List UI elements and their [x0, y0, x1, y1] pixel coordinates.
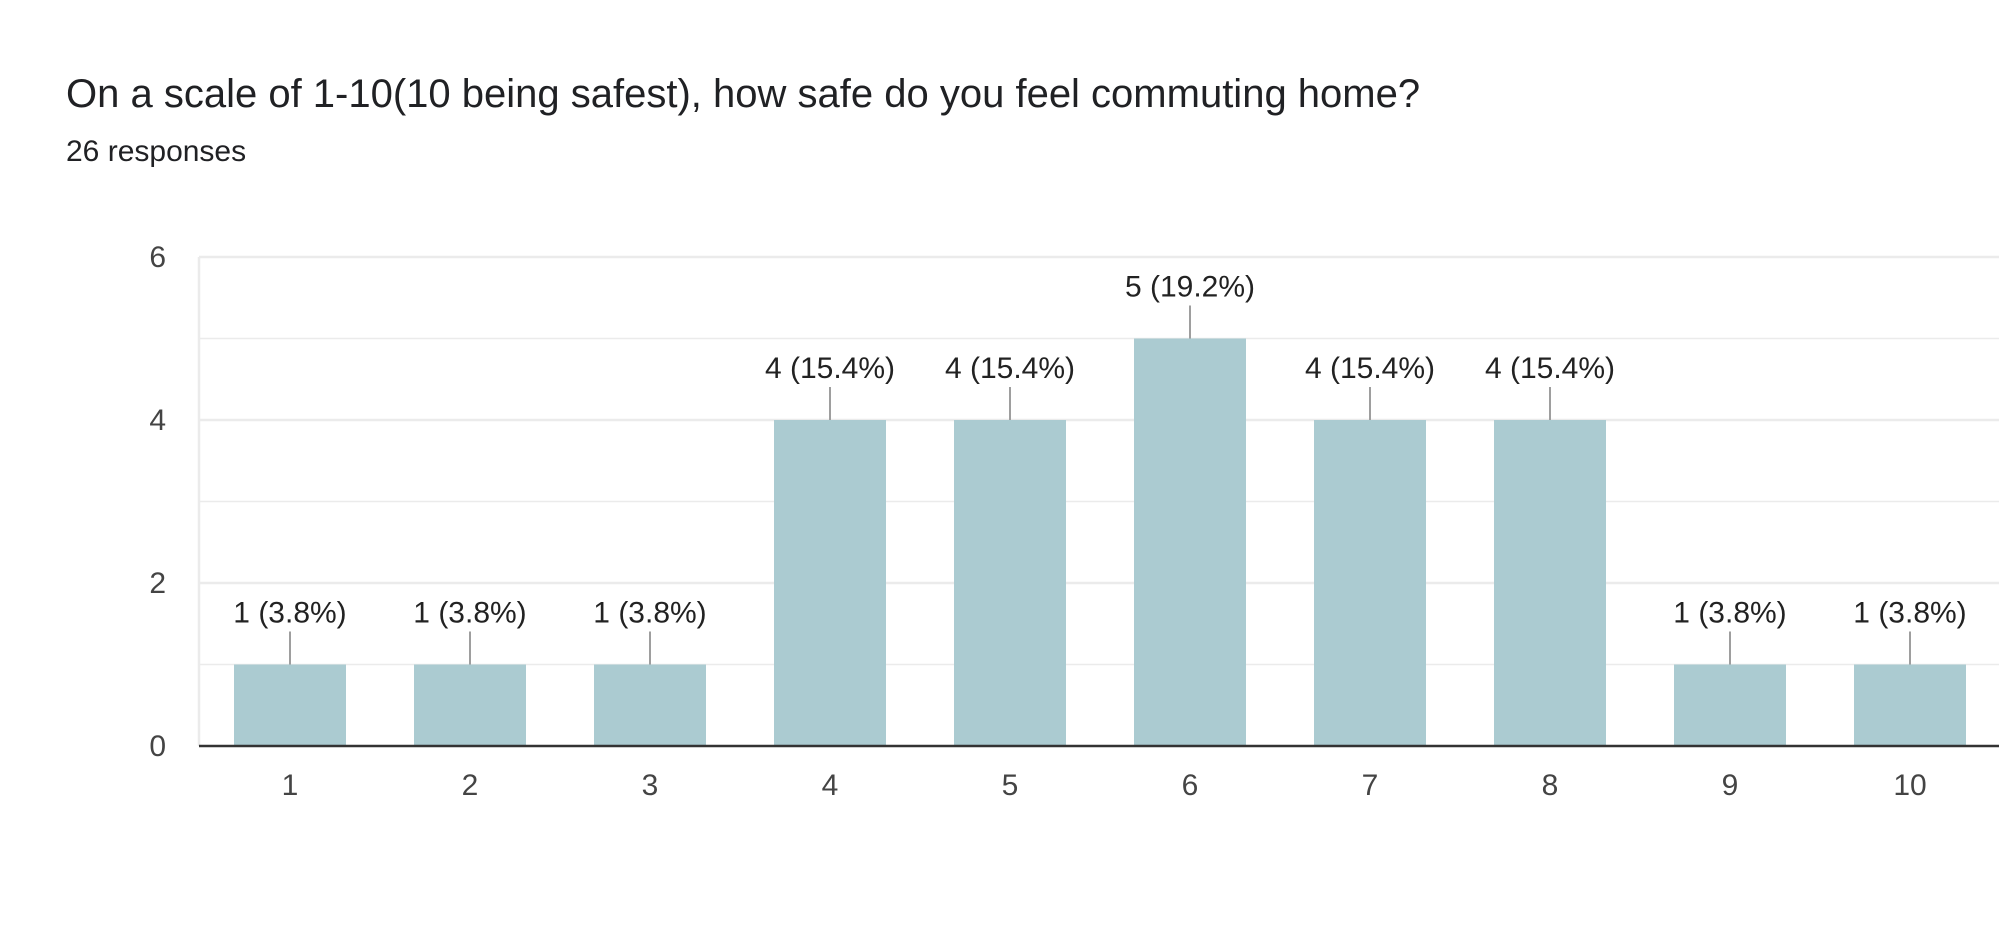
- bar-5: [954, 420, 1066, 746]
- data-labels: 1 (3.8%) 1 (3.8%) 1 (3.8%) 4 (15.4%) 4 (15.4…: [233, 271, 1966, 630]
- x-tick-label: 10: [1893, 769, 1926, 802]
- x-tick-label: 7: [1362, 769, 1379, 802]
- data-label-1: 1 (3.8%): [233, 597, 346, 630]
- data-label-3: 1 (3.8%): [593, 597, 706, 630]
- label-leaders: [289, 305, 1911, 665]
- y-axis-ticks: 0 2 4 6: [149, 241, 166, 763]
- response-count: 26 responses: [66, 135, 247, 168]
- data-label-8: 4 (15.4%): [1485, 352, 1615, 385]
- bar-9: [1674, 664, 1786, 746]
- x-tick-label: 6: [1182, 769, 1199, 802]
- bar-10: [1854, 664, 1966, 746]
- question-title: On a scale of 1-10(10 being safest), how…: [66, 72, 1421, 116]
- x-tick-label: 8: [1542, 769, 1559, 802]
- x-tick-label: 2: [462, 769, 479, 802]
- bar-8: [1494, 420, 1606, 746]
- y-tick-label: 6: [149, 241, 166, 274]
- y-tick-label: 2: [149, 567, 166, 600]
- data-label-7: 4 (15.4%): [1305, 352, 1435, 385]
- x-axis-ticks: 1 2 3 4 5 6 7 8 9 10: [282, 769, 1927, 802]
- bar-3: [594, 664, 706, 746]
- data-label-6: 5 (19.2%): [1125, 271, 1255, 304]
- bar-4: [774, 420, 886, 746]
- bar-2: [414, 664, 526, 746]
- data-label-2: 1 (3.8%): [413, 597, 526, 630]
- x-tick-label: 5: [1002, 769, 1019, 802]
- data-label-4: 4 (15.4%): [765, 352, 895, 385]
- y-tick-label: 0: [149, 730, 166, 763]
- x-tick-label: 4: [822, 769, 839, 802]
- x-tick-label: 9: [1722, 769, 1739, 802]
- data-label-5: 4 (15.4%): [945, 352, 1075, 385]
- y-tick-label: 4: [149, 404, 166, 437]
- bar-1: [234, 664, 346, 746]
- x-tick-label: 3: [642, 769, 659, 802]
- bar-6: [1134, 338, 1246, 746]
- data-label-9: 1 (3.8%): [1673, 597, 1786, 630]
- bars: [234, 338, 1966, 746]
- x-tick-label: 1: [282, 769, 299, 802]
- data-label-10: 1 (3.8%): [1853, 597, 1966, 630]
- bar-7: [1314, 420, 1426, 746]
